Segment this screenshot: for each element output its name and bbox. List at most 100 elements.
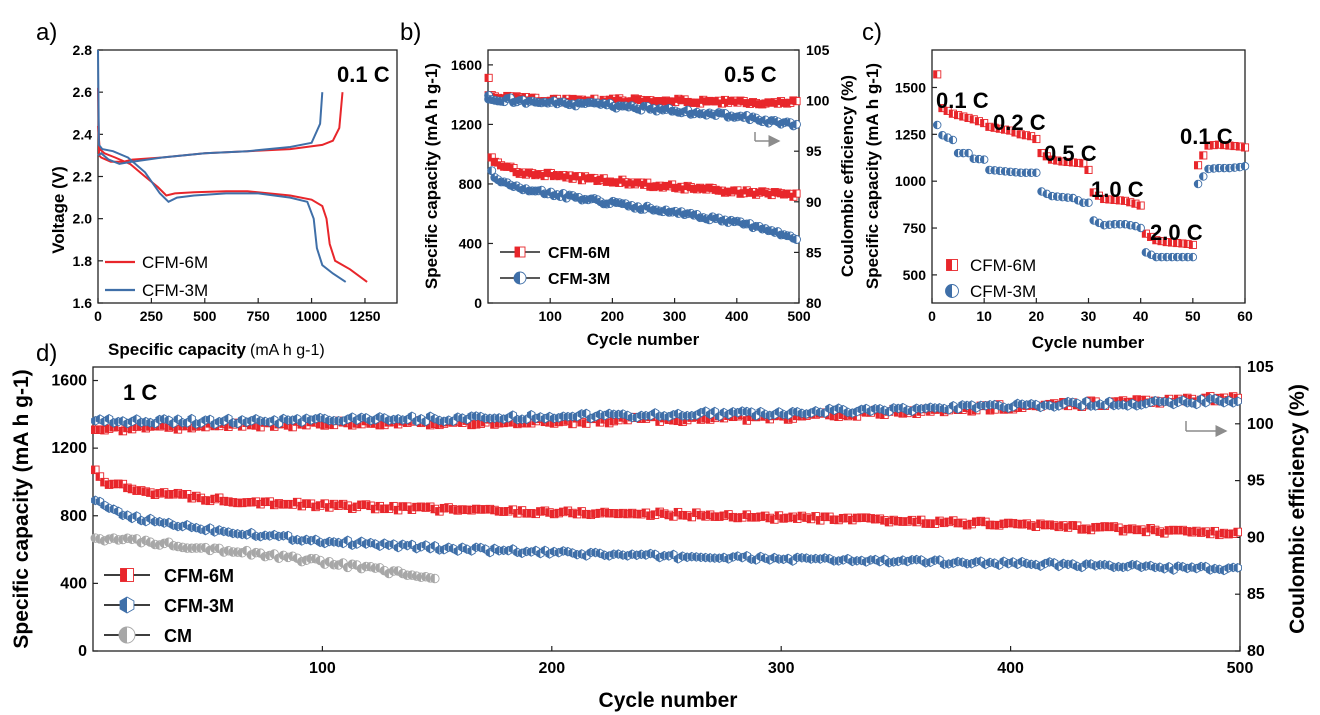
panel-d-cfm-6m-capacity-point-fill <box>513 509 518 518</box>
panel-b-cfm-6m-capacity-point-fill <box>668 180 673 189</box>
panel-d-cfm-3m-efficiency-point-fill <box>339 416 344 426</box>
panel-d-cfm-6m-capacity-point-fill <box>458 505 463 514</box>
panel-d-cfm-6m-efficiency-point-fill <box>614 416 619 424</box>
panel-d-cfm-3m-efficiency-point-fill <box>146 418 151 427</box>
panel-a-legend-label: CFM-6M <box>142 253 208 272</box>
panel-b-cfm-6m-capacity-point-fill <box>628 178 632 187</box>
panel-d-cfm-3m-capacity-point-fill <box>220 527 224 536</box>
panel-d-cfm-6m-capacity-point-fill <box>857 513 862 522</box>
panel-d-cfm-6m-capacity-point-fill <box>545 508 550 517</box>
panel-b-cfm-6m-capacity-point-fill <box>786 190 791 198</box>
panel-d-cfm-6m-capacity-point-fill <box>651 510 656 519</box>
panel-b-xtick-label: 200 <box>601 308 625 324</box>
panel-b-cfm-6m-capacity-point-fill <box>789 193 794 201</box>
panel-b-cfm-3m-efficiency-point-fill <box>506 93 511 102</box>
panel-a-legend-label: CFM-3M <box>142 281 208 300</box>
panel-d-cfm-6m-capacity-point-fill <box>706 510 711 519</box>
panel-d-cfm-3m-efficiency-point-fill <box>412 416 417 426</box>
panel-b-cfm-6m-capacity-point-fill <box>516 170 520 178</box>
panel-d-cfm-6m-efficiency-point-fill <box>577 418 582 427</box>
panel-d-cfm-6m-capacity-point-fill <box>999 520 1004 528</box>
panel-d-cfm-3m-capacity-point-fill <box>210 527 215 537</box>
panel-a-ytick-label: 2.4 <box>73 126 93 142</box>
panel-d-cfm-6m-capacity-point-fill <box>499 507 504 516</box>
panel-d-frame <box>92 366 1241 652</box>
panel-b-cfm-3m-efficiency-point-fill <box>590 99 595 108</box>
panel-d-cfm-6m-capacity-point-fill <box>894 517 899 526</box>
panel-b-cfm-6m-efficiency-point-fill <box>568 95 573 103</box>
panel-d-cfm-3m-capacity-point-fill <box>371 539 376 549</box>
panel-d-cfm-6m-capacity-point-fill <box>568 509 573 517</box>
panel-d-cfm-3m-capacity-point-fill <box>440 545 444 555</box>
panel-b-cfm-6m-capacity-point-fill <box>528 169 533 177</box>
panel-d-cfm-3m-capacity-point-fill <box>320 539 325 548</box>
panel-b-cfm-6m-capacity-point-fill <box>699 185 704 193</box>
panel-d-cfm-6m-capacity-point-fill <box>834 516 839 524</box>
panel-d-cfm-6m-capacity-point-fill <box>1059 521 1064 530</box>
panel-d-cfm-3m-efficiency-point-fill <box>366 416 371 425</box>
panel-d-cfm-6m-capacity-point-fill <box>1123 525 1128 533</box>
panel-d-legend-label: CM <box>164 626 192 646</box>
panel-b-cfm-6m-capacity-point-fill <box>752 191 757 199</box>
panel-d-cfm-6m-capacity-point-fill <box>765 514 770 522</box>
panel-b-cfm-6m-capacity-point-fill <box>764 189 769 198</box>
panel-c-cfm-3m-point-fill <box>1037 187 1042 196</box>
panel-d-cfm-3m-capacity-point-fill <box>449 544 454 553</box>
panel-d-cfm-6m-efficiency-point-fill <box>174 425 178 434</box>
panel-b-cfm-6m-capacity-point-fill <box>519 168 523 177</box>
panel-d-cfm-3m-efficiency-point-fill <box>490 413 495 423</box>
panel-d-cfm-6m-capacity-point-fill <box>109 480 114 488</box>
panel-d-cfm-6m-capacity-point-fill <box>472 505 477 513</box>
panel-d-cfm-6m-efficiency-point-fill <box>830 412 834 420</box>
panel-d-cfm-6m-capacity-point-fill <box>183 490 188 499</box>
panel-b-cfm-6m-capacity-point-fill <box>593 177 598 185</box>
panel-b-ticks: 100 200 300 400 500 0 400 800 1200 1600 80 85 90 95 10… <box>451 42 830 324</box>
panel-d-cfm-6m-efficiency-point-fill <box>898 409 903 418</box>
panel-d-cfm-3m-capacity-point-fill <box>183 520 188 530</box>
panel-d-cfm-6m-capacity-point-fill <box>820 512 825 521</box>
panel-d-cfm-6m-efficiency-point-fill <box>1229 392 1234 401</box>
panel-b-cfm-6m-efficiency-point-fill <box>764 98 769 106</box>
panel-d-cfm-6m-efficiency-point-fill <box>513 420 518 428</box>
panel-b-cfm-6m-capacity-point-fill <box>513 168 517 176</box>
panel-d-cfm-6m-efficiency-point-fill <box>252 421 256 430</box>
panel-c-legend-label: CFM-6M <box>970 256 1036 275</box>
panel-d-cfm-3m-efficiency-point-fill <box>334 416 339 426</box>
panel-d-cfm-6m-efficiency-point-fill <box>522 419 527 428</box>
panel-d-cfm-3m-capacity-point-fill <box>279 531 284 541</box>
panel-d-cfm-6m-capacity-point-fill <box>687 513 692 521</box>
panel-b-cfm-6m-efficiency-point-fill <box>771 98 775 106</box>
panel-b-cfm-6m-efficiency-point-fill <box>740 97 744 105</box>
panel-d-cfm-3m-efficiency-point-fill <box>178 418 183 427</box>
panel-b-cfm-6m-capacity-point-fill <box>724 188 729 196</box>
panel-c-cfm-6m-point-fill <box>1147 233 1152 241</box>
panel-d-cfm-6m-capacity-point-fill <box>802 513 807 522</box>
panel-b-cfm-6m-efficiency-point-fill <box>680 95 685 104</box>
panel-d-cfm-6m-capacity-point-fill <box>660 509 665 518</box>
panel-c-cfm-6m-point-fill <box>980 119 985 127</box>
panel-d-cfm-6m-capacity-point-fill <box>279 500 284 509</box>
panel-d-cfm-6m-capacity-point-fill <box>889 516 894 524</box>
panel-d-cfm-6m-capacity-point-fill <box>123 484 128 492</box>
panel-d-cfm-3m-efficiency-point-fill <box>435 416 440 425</box>
panel-d-cfm-6m-capacity-point-fill <box>935 517 940 525</box>
panel-d-cfm-6m-capacity-point-fill <box>742 510 747 519</box>
panel-b-ylabel2: Coulombic efficiency (%) <box>838 75 857 277</box>
panel-b-legend: CFM-6M CFM-3M <box>500 245 610 288</box>
panel-b-cfm-6m-efficiency-point-fill <box>662 96 666 105</box>
panel-d-cfm-6m-efficiency-point-fill <box>201 423 206 431</box>
panel-d-cfm-6m-efficiency-point-fill <box>742 416 747 425</box>
panel-b-series <box>484 73 801 244</box>
panel-c-cfm-3m-point-fill <box>1204 165 1209 173</box>
panel-d-cfm-6m-capacity-point-fill <box>701 512 706 521</box>
panel-d-cfm-6m-capacity-point-fill <box>403 502 408 511</box>
panel-d-cfm-3m-capacity-point-fill <box>261 530 266 540</box>
panel-d-cfm-6m-capacity-point-fill <box>132 486 137 495</box>
panel-d-cfm-6m-capacity-point-fill <box>958 519 963 527</box>
panel-d-cfm-6m-capacity-point-fill <box>302 499 307 508</box>
panel-b-cfm-6m-efficiency-point-fill <box>674 95 679 103</box>
panel-d-cfm-3m-capacity-point-fill <box>362 539 366 549</box>
panel-b-cfm-6m-capacity-point-fill <box>606 177 610 186</box>
panel-d-cfm-6m-capacity-point-fill <box>825 513 830 521</box>
panel-c-cfm-6m-point-fill <box>1230 142 1235 150</box>
